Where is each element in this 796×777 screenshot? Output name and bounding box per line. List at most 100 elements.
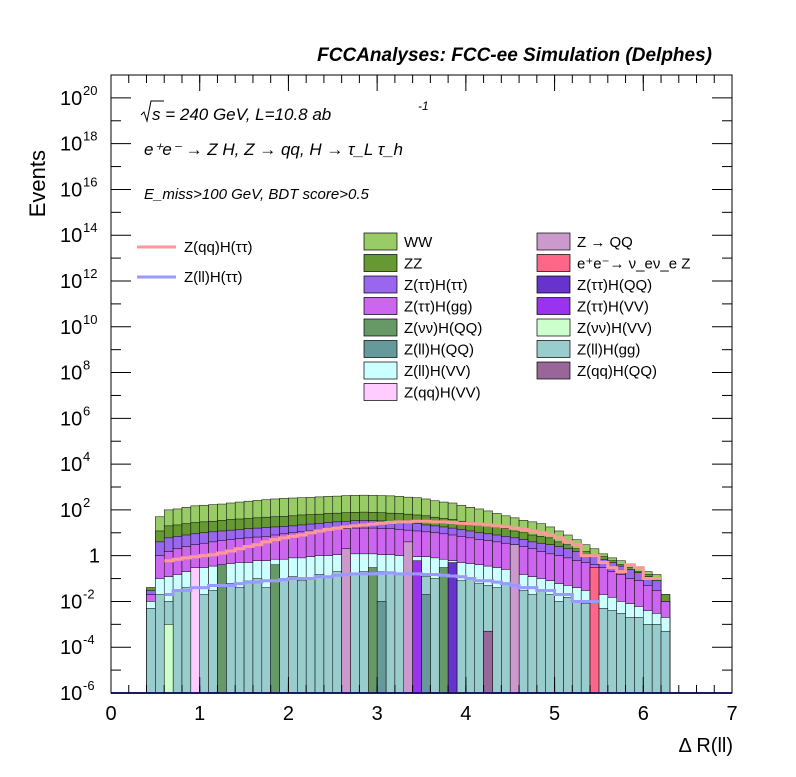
legend-swatch: [363, 254, 398, 272]
y-tick-exponent: -2: [83, 586, 95, 601]
legend-swatch: [363, 318, 398, 337]
plot-frame: [110, 74, 733, 694]
legend-swatch: [536, 297, 571, 315]
bar-zll-hgg: [634, 617, 644, 694]
y-tick-exponent: 6: [83, 403, 90, 418]
cuts-annotation: E_miss>100 GeV, BDT score>0.5: [144, 186, 369, 203]
bar-zll-hgg: [181, 587, 192, 694]
bar-zll-hgg: [545, 594, 555, 694]
y-tick-exponent: 18: [83, 129, 97, 144]
legend-label: Z(ll)H(QQ): [404, 342, 474, 359]
bar-accent: [341, 548, 351, 694]
legend-label: Z(ττ)H(VV): [577, 299, 649, 316]
bar-zll-hgg: [155, 594, 165, 694]
y-tick-label: 10: [60, 637, 82, 659]
y-tick-exponent: 12: [83, 266, 97, 281]
legend-swatch: [536, 275, 571, 294]
sqrt-s-text: s = 240 GeV, L=10.8 ab: [152, 105, 331, 124]
x-tick-label: 6: [638, 703, 649, 725]
y-tick-label: 10: [60, 500, 82, 522]
bar-zll-hgg: [314, 574, 325, 694]
bar-accent: [589, 567, 600, 694]
legend-swatch: [363, 361, 398, 380]
bar-zll-hgg: [660, 630, 671, 694]
signal-zll-htautau-line: [164, 571, 599, 603]
bar-accent: [368, 567, 378, 694]
y-tick-exponent: 16: [83, 174, 97, 189]
x-tick-label: 3: [372, 703, 383, 725]
y-tick-exponent: 10: [83, 312, 97, 327]
legend-label: Z(ττ)H(gg): [404, 299, 473, 316]
y-tick-label: 10: [60, 454, 82, 476]
legend-label: Z(ττ)H(ττ): [404, 277, 468, 294]
bar-zll-hgg: [598, 608, 609, 694]
bar-zll-hgg: [430, 578, 440, 694]
bar-zll-hgg: [252, 578, 263, 694]
bar-zll-hgg: [226, 583, 236, 694]
bar-zll-hgg: [359, 571, 369, 694]
bar-accent: [412, 560, 422, 694]
y-tick-label: 10: [60, 591, 82, 613]
bar-zll-hgg: [465, 578, 475, 694]
bar-zll-hgg: [456, 580, 467, 694]
bar-zll-hgg: [243, 580, 254, 694]
bar-zll-hgg: [172, 590, 183, 694]
bar-accent: [421, 594, 431, 694]
bar-accent: [376, 601, 387, 694]
y-tick-label: 10: [60, 88, 82, 110]
legend-label: Z(qq)H(QQ): [577, 363, 657, 380]
bar-zll-hgg: [625, 617, 635, 694]
legend-swatch: [363, 232, 398, 251]
y-tick-label: 10: [60, 317, 82, 339]
legend-swatch: [536, 361, 571, 380]
legend-label: WW: [404, 234, 433, 251]
bar-zll-hgg: [394, 574, 405, 694]
x-tick-label: 0: [105, 703, 116, 725]
legend-swatch: [363, 383, 398, 401]
bar-zll-hgg: [297, 580, 307, 694]
legend-signal-label: Z(qq)H(ττ): [184, 239, 253, 256]
y-tick-exponent: 14: [83, 220, 97, 235]
bar-zll-hgg: [199, 594, 209, 694]
legend-label: Z(qq)H(VV): [404, 385, 481, 402]
bar-zll-hgg: [350, 574, 360, 694]
bar-zll-hgg: [146, 608, 156, 694]
y-tick-label: 10: [60, 363, 82, 385]
legend: Z(qq)H(ττ) Z(ll)H(ττ) WW ZZ Z(ττ)H(ττ) Z(ττ)H…: [137, 232, 690, 402]
bar-zll-hgg: [208, 590, 218, 694]
y-tick-exponent: 20: [83, 83, 97, 98]
x-tick-label: 4: [460, 703, 471, 725]
x-axis-label: Δ R(ll): [679, 735, 733, 757]
legend-label: Z(νν)H(QQ): [404, 320, 482, 337]
bar-accent: [403, 541, 413, 694]
bar-zll-hgg: [332, 571, 342, 694]
bar-zll-hgg: [501, 583, 511, 694]
legend-signal-label: Z(ll)H(ττ): [184, 269, 243, 286]
bar-zll-hgg: [554, 601, 564, 694]
bar-accent: [509, 544, 520, 694]
process-annotation: e⁺e⁻ → Z H, Z → qq, H → τ_L τ_h: [144, 140, 403, 159]
bar-zll-hgg: [234, 587, 245, 694]
x-tick-label: 5: [549, 703, 560, 725]
legend-label: Z → QQ: [577, 234, 633, 251]
bar-zll-hgg: [288, 576, 298, 694]
legend-swatch: [536, 340, 571, 358]
bar-zll-hgg: [518, 590, 529, 694]
bar-zll-hgg: [261, 587, 271, 694]
bar-zll-hgg: [492, 587, 502, 694]
bar-zll-hgg: [323, 576, 334, 694]
legend-label: e⁺e⁻→ ν_eν_e Z: [577, 256, 690, 273]
legend-label: Z(ll)H(VV): [404, 363, 471, 380]
legend-swatch: [536, 232, 571, 251]
bar-zll-hgg: [536, 590, 546, 694]
legend-label: Z(ll)H(gg): [577, 342, 640, 359]
bar-accent: [270, 564, 280, 694]
bar-zll-hgg: [279, 578, 289, 694]
signal-zqq-htautau-line: [164, 519, 662, 581]
bar-zll-hgg: [616, 613, 626, 694]
y-tick-exponent: 4: [83, 449, 90, 464]
bar-accent: [447, 562, 458, 694]
bar-zll-hgg: [607, 610, 617, 694]
